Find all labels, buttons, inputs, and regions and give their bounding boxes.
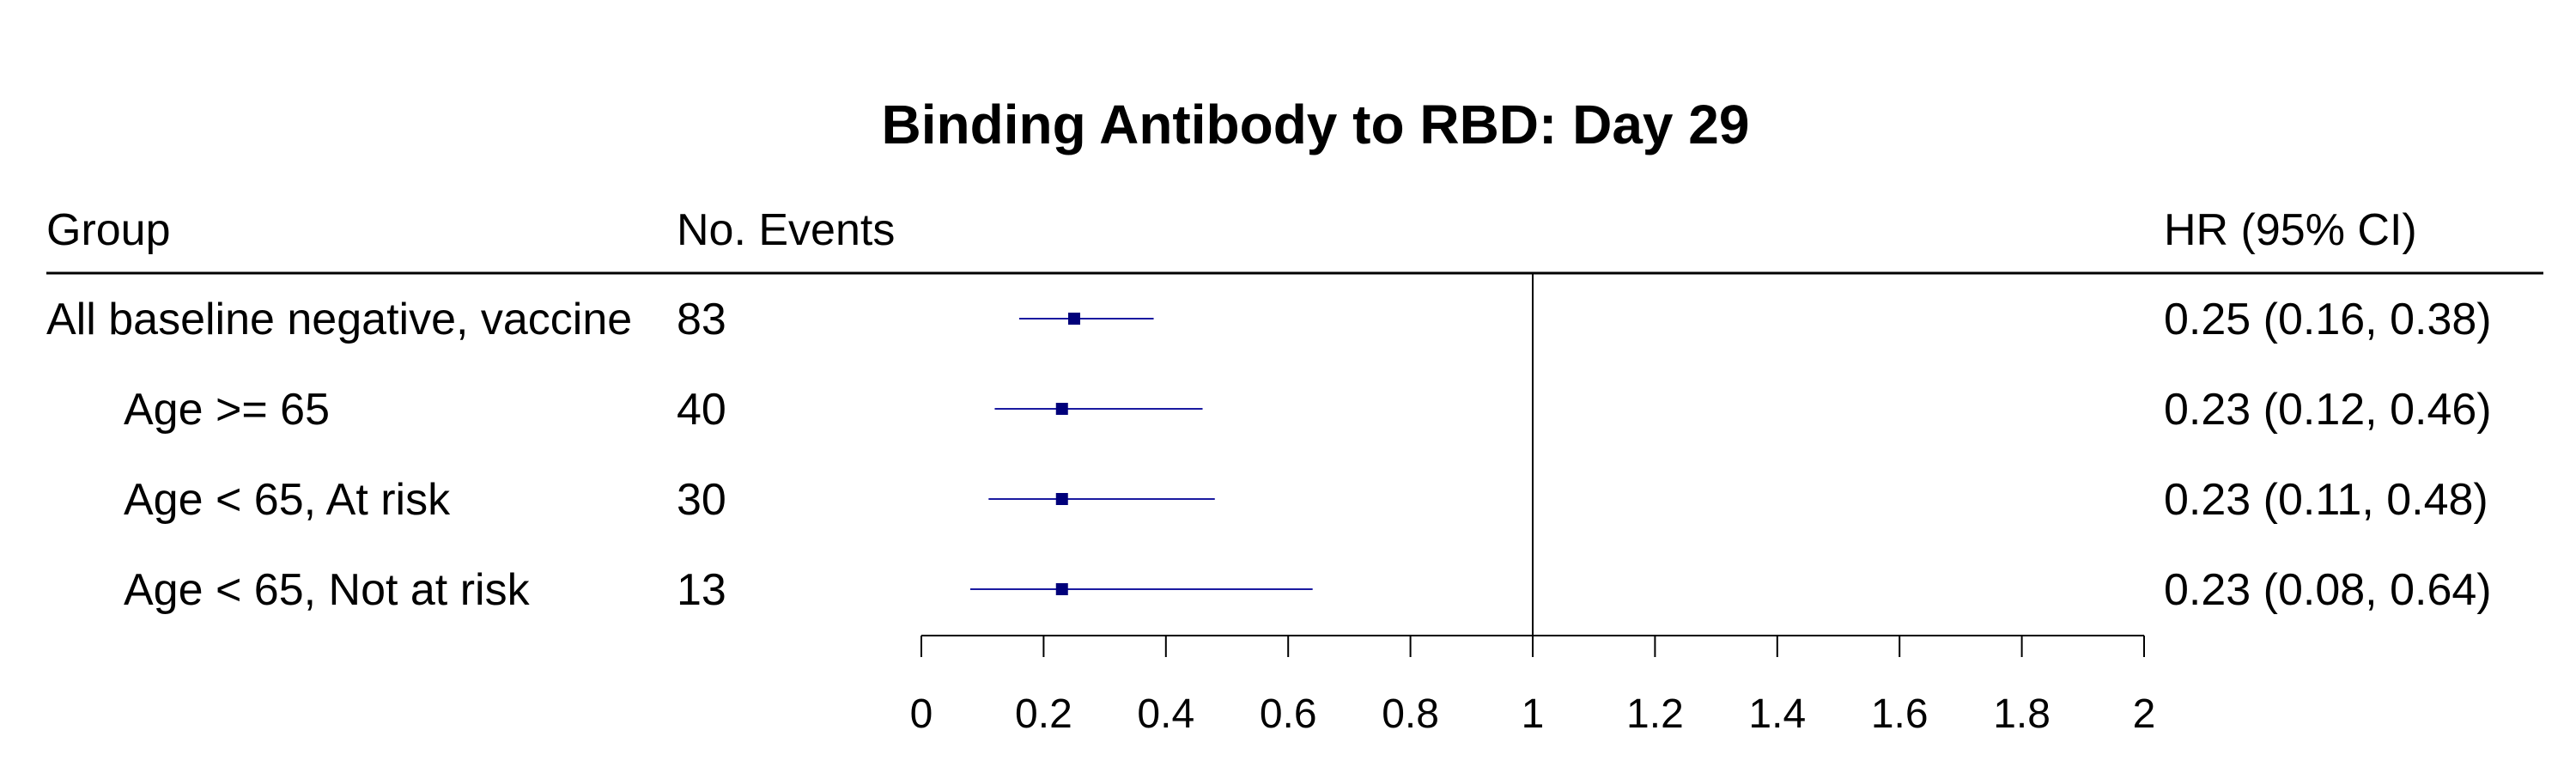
x-tick-label: 1	[1522, 691, 1545, 737]
hr-point	[1055, 583, 1068, 595]
x-tick-label: 1.6	[1871, 691, 1929, 737]
row-group-label: Age >= 65	[124, 385, 330, 435]
hr-point	[1068, 313, 1080, 325]
header-hr: HR (95% CI)	[2164, 205, 2417, 255]
x-tick-label: 0.4	[1137, 691, 1194, 737]
x-tick-label: 0	[910, 691, 933, 737]
hr-point	[1055, 403, 1068, 415]
x-tick-label: 0.6	[1260, 691, 1317, 737]
x-axis: 0 0.2 0.4 0.6 0.8 1 1.2 1.4 1.6 1.8 2	[910, 635, 2156, 737]
x-tick-label: 1.2	[1626, 691, 1684, 737]
x-tick-label: 0.8	[1382, 691, 1439, 737]
row-events: 40	[677, 385, 726, 435]
x-tick-label: 0.2	[1015, 691, 1072, 737]
chart-title: Binding Antibody to RBD: Day 29	[882, 94, 1750, 155]
table-rows: All baseline negative, vaccine 83 0.25 (0.…	[46, 295, 2492, 615]
header-events: No. Events	[677, 205, 895, 255]
row-hr-label: 0.25 (0.16, 0.38)	[2164, 295, 2492, 344]
row-events: 83	[677, 295, 726, 344]
ci-marks	[969, 313, 1313, 595]
hr-point	[1055, 493, 1068, 505]
row-hr-label: 0.23 (0.08, 0.64)	[2164, 565, 2492, 615]
header-group: Group	[46, 205, 171, 255]
row-group-label: Age < 65, Not at risk	[124, 565, 531, 615]
x-tick-label: 2	[2133, 691, 2156, 737]
row-events: 13	[677, 565, 726, 615]
x-tick-label: 1.4	[1748, 691, 1806, 737]
x-tick-label: 1.8	[1993, 691, 2050, 737]
row-hr-label: 0.23 (0.12, 0.46)	[2164, 385, 2492, 435]
row-group-label: Age < 65, At risk	[124, 475, 451, 525]
row-events: 30	[677, 475, 726, 525]
row-hr-label: 0.23 (0.11, 0.48)	[2164, 475, 2488, 525]
row-group-label: All baseline negative, vaccine	[46, 295, 632, 344]
